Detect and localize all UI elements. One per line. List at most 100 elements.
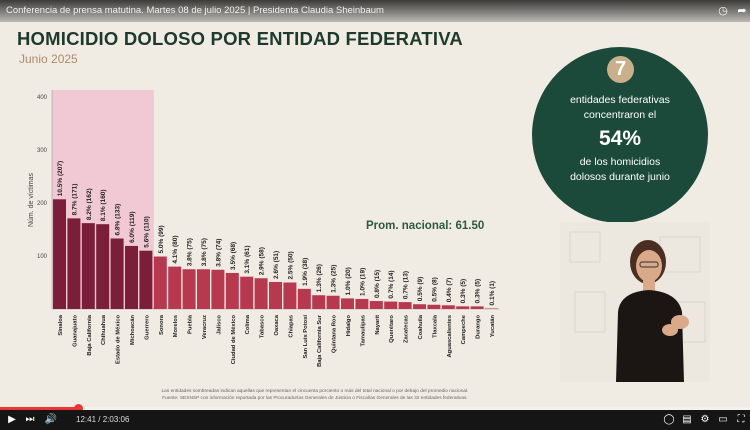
- category-label: Zacatecas: [404, 315, 410, 343]
- bar: [53, 199, 66, 309]
- bar: [182, 269, 196, 309]
- category-label: Nayarit: [375, 315, 381, 335]
- video-title[interactable]: Conferencia de prensa matutina. Martes 0…: [6, 5, 384, 16]
- bar-value-label: 3.1% (61): [244, 245, 251, 273]
- watch-later-icon[interactable]: ◷: [718, 5, 728, 17]
- bar: [211, 269, 225, 309]
- bar: [67, 218, 81, 309]
- bar: [413, 304, 426, 309]
- fullscreen-icon[interactable]: ⛶: [737, 414, 745, 425]
- bar: [326, 295, 340, 309]
- category-label: Guerrero: [144, 315, 150, 340]
- bar: [139, 250, 153, 309]
- settings-icon[interactable]: ⚙: [700, 414, 710, 425]
- play-icon[interactable]: ▶: [8, 414, 16, 425]
- category-label: Puebla: [188, 314, 194, 334]
- video-frame[interactable]: Conferencia de prensa matutina. Martes 0…: [0, 0, 750, 410]
- next-icon[interactable]: ⏭: [25, 414, 35, 425]
- bar-value-label: 10.5% (207): [57, 161, 64, 196]
- y-tick-label: 200: [37, 201, 48, 207]
- category-label: Michoacán: [130, 315, 136, 345]
- category-label: Sonora: [159, 314, 165, 335]
- category-label: Tamaulipas: [360, 315, 366, 346]
- player-controls: ▶ ⏭ 🔊 12:41 / 2:03:06 ◯ ▤ ⚙ ▭ ⛶: [0, 410, 750, 430]
- bar: [312, 295, 326, 309]
- category-label: Tabasco: [260, 315, 266, 339]
- bar: [168, 266, 182, 309]
- bar-value-label: 0.7% (14): [388, 270, 395, 298]
- theater-mode-icon[interactable]: ▭: [718, 414, 728, 425]
- bar-value-label: 3.5% (68): [230, 242, 237, 270]
- bar: [427, 304, 441, 309]
- bar-value-label: 2.6% (51): [273, 251, 280, 279]
- bar-value-label: 6.8% (133): [115, 204, 122, 236]
- bar: [470, 306, 484, 309]
- bar-value-label: 0.5% (9): [417, 277, 424, 302]
- bar: [254, 278, 268, 309]
- bar-value-label: 8.7% (171): [71, 184, 78, 216]
- bar-chart: 100 200 300 400 Núm. de víctimas 10.5% (207) S…: [28, 90, 500, 367]
- category-label: Hidalgo: [346, 315, 352, 337]
- category-label: Campeche: [461, 314, 467, 344]
- bar-value-label: 8.2% (162): [86, 188, 93, 220]
- bar: [341, 298, 354, 309]
- highlight-percent: 54%: [598, 127, 642, 150]
- highlight-number: 7: [607, 56, 634, 83]
- volume-icon[interactable]: 🔊: [44, 414, 58, 425]
- bar-value-label: 4.1% (80): [172, 235, 179, 263]
- progress-fill: [0, 407, 78, 410]
- bar-value-label: 8.1% (160): [100, 189, 107, 221]
- category-label: Baja California: [87, 314, 93, 355]
- category-label: Quintana Roo: [332, 315, 338, 353]
- bar-value-label: 0.3% (5): [460, 279, 467, 304]
- bar-value-label: 1.0% (20): [345, 267, 352, 295]
- category-label: Colima: [245, 314, 251, 334]
- bar-value-label: 3.8% (75): [201, 238, 208, 266]
- category-label: Tlaxcala: [432, 314, 438, 338]
- current-time: 12:41: [76, 415, 97, 424]
- bar: [125, 245, 138, 309]
- category-label: Oaxaca: [274, 314, 280, 335]
- category-label: Jalisco: [216, 315, 222, 335]
- bar-value-label: 0.8% (15): [374, 270, 381, 298]
- bar-value-label: 5.0% (99): [158, 225, 165, 253]
- bar: [110, 238, 124, 309]
- progress-bar[interactable]: [0, 404, 750, 413]
- bar-value-label: 1.3% (25): [331, 265, 338, 293]
- category-label: Veracruz: [202, 315, 208, 339]
- bar: [81, 223, 95, 309]
- bar-value-label: 3.8% (75): [187, 238, 194, 266]
- bar-value-label: 0.5% (8): [431, 277, 438, 302]
- category-label: Guanajuato: [72, 315, 78, 347]
- category-label: Ciudad de México: [231, 315, 237, 365]
- category-label: Estado de México: [116, 315, 122, 364]
- interpreter-figure: [560, 222, 710, 382]
- highlight-circle: 7 entidades federativas concentraron el …: [532, 47, 708, 223]
- slide-subtitle: Junio 2025: [19, 52, 78, 66]
- bar: [269, 281, 282, 309]
- y-tick-label: 400: [37, 95, 48, 101]
- bar: [485, 308, 498, 309]
- share-icon[interactable]: ➦: [737, 5, 747, 17]
- time-display: 12:41 / 2:03:06: [76, 415, 130, 424]
- category-label: Chihuahua: [101, 314, 107, 345]
- bar-value-label: 0.1% (1): [489, 281, 496, 306]
- category-label: Morelos: [173, 315, 179, 337]
- y-tick-label: 100: [37, 254, 48, 260]
- highlight-line-4: dolosos durante junio: [570, 171, 670, 183]
- category-label: San Luis Potosí: [303, 315, 309, 359]
- category-label: Aguascalientes: [447, 315, 453, 358]
- total-time: 2:03:06: [102, 415, 130, 424]
- national-average-label: Prom. nacional: 61.50: [366, 220, 485, 232]
- bar: [441, 305, 455, 309]
- scrubber-handle[interactable]: [74, 404, 83, 413]
- autoplay-icon[interactable]: ◯: [663, 414, 675, 425]
- bar: [297, 288, 311, 309]
- bar-value-label: 6.0% (119): [129, 211, 136, 242]
- bar: [384, 301, 398, 309]
- bar: [355, 298, 369, 309]
- subtitles-icon[interactable]: ▤: [682, 414, 692, 425]
- category-label: Durango: [476, 315, 482, 339]
- bar-value-label: 2.9% (58): [259, 247, 266, 275]
- bar-value-label: 3.8% (74): [215, 239, 222, 267]
